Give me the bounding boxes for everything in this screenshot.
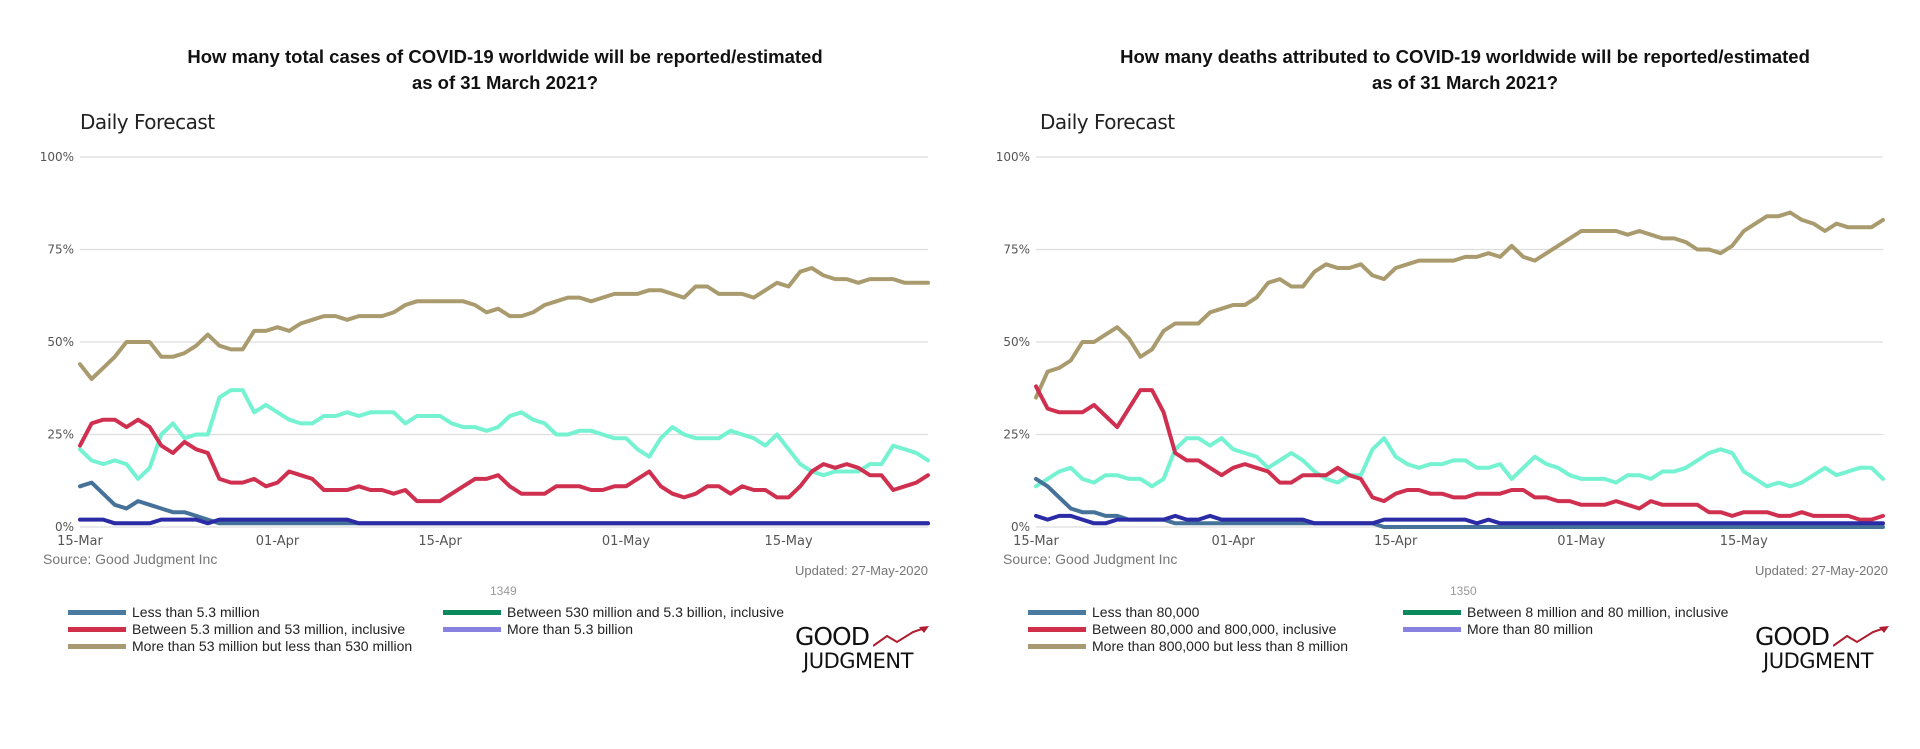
legend-swatch (68, 626, 126, 632)
source-text: Source: Good Judgment Inc (1003, 551, 1178, 567)
legend-swatch (68, 643, 126, 649)
title-line-1: How many total cases of COVID-19 worldwi… (187, 46, 823, 67)
series-line-1[interactable] (1034, 476, 1885, 529)
question-id: 1350 (1450, 584, 1477, 598)
chart-title: How many total cases of COVID-19 worldwi… (60, 44, 950, 96)
legend-item[interactable]: More than 5.3 billion (443, 621, 633, 637)
y-tick-label: 75% (47, 243, 74, 257)
logo-text-top: GOOD (795, 622, 870, 651)
line-chart: 0% 25% 50% 75% 100% 15-Mar 01-Apr 15-Apr 01-May 1… (40, 150, 930, 549)
y-tick-label: 50% (1003, 335, 1030, 349)
y-tick-label: 0% (1011, 520, 1030, 534)
series-line-2[interactable] (78, 417, 930, 504)
deaths-chart-panel: How many deaths attributed to COVID-19 w… (960, 0, 1920, 749)
x-tick-label: 15-Apr (1374, 534, 1418, 549)
updated-text: Updated: 27-May-2020 (795, 563, 928, 578)
legend-item[interactable]: Less than 5.3 million (68, 604, 260, 620)
series-line-4[interactable] (78, 388, 930, 481)
legend-swatch (1028, 626, 1086, 632)
legend-swatch (1028, 609, 1086, 615)
legend: Less than 5.3 million Between 5.3 million… (68, 604, 808, 664)
y-tick-label: 50% (47, 335, 74, 349)
series-line-1[interactable] (78, 480, 930, 526)
legend-swatch (1028, 643, 1086, 649)
y-tick-label: 25% (47, 428, 74, 442)
legend-item[interactable]: Between 8 million and 80 million, inclus… (1403, 604, 1728, 620)
title-line-2: as of 31 March 2021? (1371, 72, 1559, 93)
logo-text-bottom: JUDGMENT (803, 649, 913, 673)
x-tick-label: 15-Mar (1013, 534, 1059, 549)
x-tick-label: 01-Apr (1212, 534, 1256, 549)
series-line-2[interactable] (1034, 384, 1885, 522)
x-tick-label: 15-Apr (418, 534, 462, 549)
legend: Less than 80,000 Between 80,000 and 800,0… (1028, 604, 1768, 664)
updated-text: Updated: 27-May-2020 (1755, 563, 1888, 578)
y-tick-label: 100% (996, 150, 1030, 164)
x-tick-label: 15-May (1720, 534, 1768, 549)
cases-chart-panel: How many total cases of COVID-19 worldwi… (40, 44, 950, 680)
legend-item[interactable]: Less than 80,000 (1028, 604, 1199, 620)
legend-item[interactable]: Between 5.3 million and 53 million, incl… (68, 621, 405, 637)
legend-label: More than 800,000 but less than 8 millio… (1092, 638, 1349, 654)
y-tick-label: 25% (1003, 428, 1030, 442)
trend-arrow-icon (1833, 626, 1889, 647)
x-tick-label: 15-Mar (57, 534, 103, 549)
y-tick-label: 75% (1003, 243, 1030, 257)
x-tick-label: 01-Apr (256, 534, 300, 549)
y-tick-label: 0% (55, 520, 74, 534)
legend-swatch (1403, 626, 1461, 632)
x-tick-label: 01-May (602, 534, 650, 549)
series-line-5[interactable] (1034, 513, 1885, 526)
legend-label: Less than 80,000 (1092, 604, 1200, 620)
legend-label: Between 8 million and 80 million, inclus… (1467, 604, 1729, 620)
logo-text-top: GOOD (1755, 622, 1830, 651)
legend-item[interactable]: More than 800,000 but less than 8 millio… (1028, 638, 1348, 654)
source-text: Source: Good Judgment Inc (43, 551, 218, 567)
title-line-1: How many deaths attributed to COVID-19 w… (1120, 46, 1810, 67)
logo-text-bottom: JUDGMENT (1763, 649, 1873, 673)
legend-item[interactable]: Between 530 million and 5.3 billion, inc… (443, 604, 784, 620)
question-id: 1349 (490, 584, 517, 598)
legend-label: More than 80 million (1467, 621, 1594, 637)
chart-title: How many deaths attributed to COVID-19 w… (1020, 44, 1910, 96)
title-line-2: as of 31 March 2021? (411, 72, 599, 93)
legend-label: Between 5.3 million and 53 million, incl… (132, 621, 406, 637)
x-tick-label: 01-May (1557, 534, 1605, 549)
legend-swatch (68, 609, 126, 615)
legend-swatch (443, 609, 501, 615)
legend-item[interactable]: More than 80 million (1403, 621, 1593, 637)
chart-subtitle: Daily Forecast (80, 110, 215, 134)
trend-arrow-icon (873, 626, 929, 647)
legend-label: More than 53 million but less than 530 m… (132, 638, 413, 654)
legend-label: More than 5.3 billion (507, 621, 634, 637)
series-line-5[interactable] (78, 517, 930, 526)
legend-swatch (1403, 609, 1461, 615)
series-line-4[interactable] (1034, 436, 1885, 489)
legend-item[interactable]: Between 80,000 and 800,000, inclusive (1028, 621, 1336, 637)
legend-label: Less than 5.3 million (132, 604, 260, 620)
legend-item[interactable]: More than 53 million but less than 530 m… (68, 638, 412, 654)
good-judgment-logo: GOOD JUDGMENT (1755, 622, 1895, 680)
legend-swatch (443, 626, 501, 632)
chart-subtitle: Daily Forecast (1040, 110, 1175, 134)
y-tick-label: 100% (40, 150, 74, 164)
line-chart: 0% 25% 50% 75% 100% 15-Mar 01-Apr 15-Apr 01-May 1… (996, 150, 1885, 549)
series-line-3[interactable] (78, 266, 930, 381)
legend-label: Between 530 million and 5.3 billion, inc… (507, 604, 785, 620)
legend-label: Between 80,000 and 800,000, inclusive (1092, 621, 1337, 637)
x-tick-label: 15-May (765, 534, 813, 549)
series-line-3[interactable] (1034, 210, 1885, 400)
good-judgment-logo: GOOD JUDGMENT (795, 622, 935, 680)
